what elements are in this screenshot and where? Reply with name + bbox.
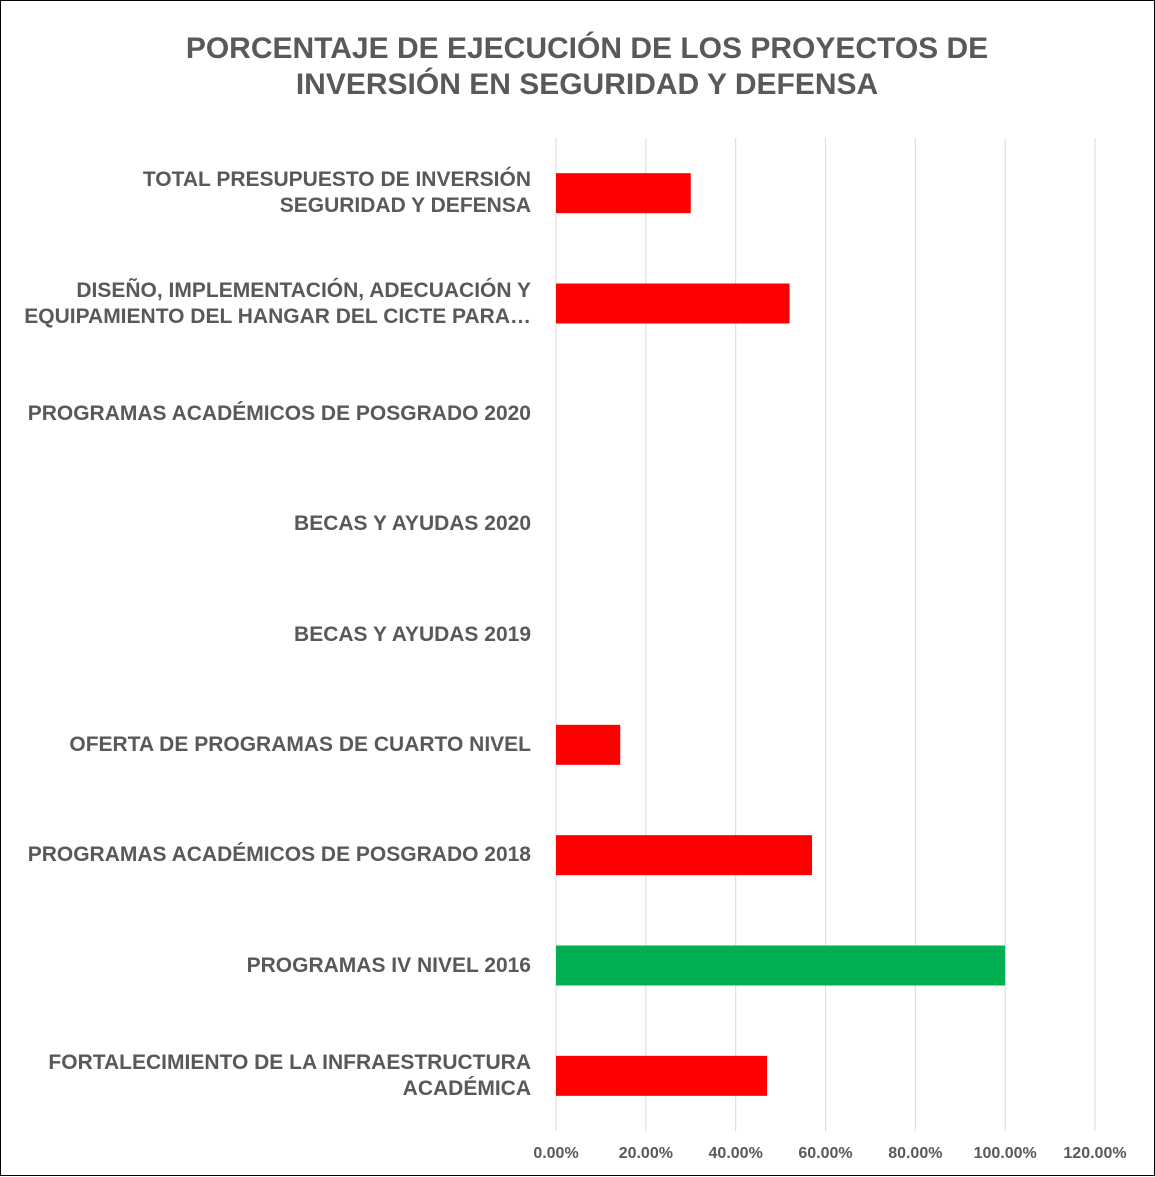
x-tick-label: 40.00% bbox=[709, 1145, 763, 1162]
y-tick-label: FORTALECIMIENTO DE LA INFRAESTRUCTURA AC… bbox=[48, 1050, 531, 1100]
bar bbox=[556, 283, 790, 324]
y-tick-label: PROGRAMAS ACADÉMICOS DE POSGRADO 2020 bbox=[27, 401, 531, 425]
y-tick-label: TOTAL PRESUPUESTO DE INVERSIÓN SEGURIDAD… bbox=[142, 168, 531, 218]
x-tick-label: 60.00% bbox=[798, 1145, 852, 1162]
y-tick-label: PROGRAMAS IV NIVEL 2016 bbox=[246, 953, 531, 977]
x-tick-label: 0.00% bbox=[533, 1145, 578, 1162]
bar bbox=[556, 835, 813, 876]
bar bbox=[556, 173, 691, 214]
x-tick-label: 120.00% bbox=[1063, 1145, 1126, 1162]
x-tick-label: 20.00% bbox=[619, 1145, 673, 1162]
y-tick-label: OFERTA DE PROGRAMAS DE CUARTO NIVEL bbox=[69, 732, 531, 756]
y-tick-label: DISEÑO, IMPLEMENTACIÓN, ADECUACIÓN Y EQU… bbox=[24, 278, 531, 328]
y-tick-label: BECAS Y AYUDAS 2019 bbox=[294, 622, 531, 646]
bar bbox=[556, 1055, 768, 1096]
y-tick-label: PROGRAMAS ACADÉMICOS DE POSGRADO 2018 bbox=[27, 843, 531, 867]
x-tick-label: 80.00% bbox=[888, 1145, 942, 1162]
x-tick-label: 100.00% bbox=[974, 1145, 1037, 1162]
y-tick-label: BECAS Y AYUDAS 2020 bbox=[294, 512, 531, 536]
bar bbox=[556, 945, 1006, 986]
bar bbox=[556, 724, 621, 765]
chart-title: PORCENTAJE DE EJECUCIÓN DE LOS PROYECTOS… bbox=[185, 32, 989, 101]
